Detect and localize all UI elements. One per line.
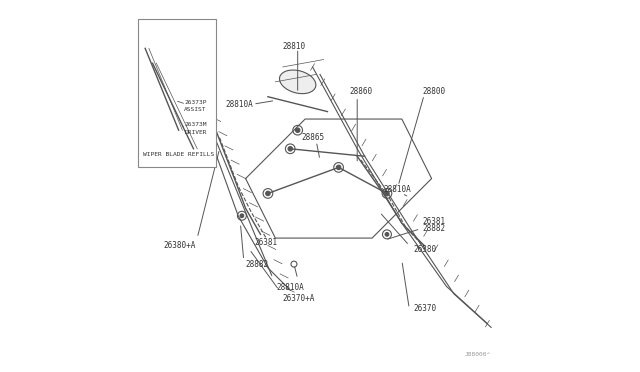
- Ellipse shape: [280, 70, 316, 94]
- Text: 28810: 28810: [283, 42, 306, 51]
- Text: 28865: 28865: [301, 133, 324, 142]
- Text: 28882: 28882: [246, 260, 269, 269]
- Circle shape: [240, 214, 244, 218]
- Text: 26380+A: 26380+A: [164, 241, 196, 250]
- Text: 26381: 26381: [255, 238, 278, 247]
- Text: 26373M: 26373M: [184, 122, 207, 127]
- Text: 28882: 28882: [422, 224, 445, 233]
- Bar: [138, 19, 216, 167]
- Text: 28860: 28860: [349, 87, 373, 96]
- Circle shape: [288, 147, 292, 151]
- Circle shape: [337, 165, 341, 170]
- Text: 26370: 26370: [413, 304, 436, 313]
- Text: 28810A: 28810A: [225, 100, 253, 109]
- Text: 28800: 28800: [422, 87, 445, 96]
- Text: 26373P: 26373P: [184, 100, 207, 105]
- Circle shape: [385, 232, 389, 236]
- Circle shape: [296, 128, 300, 132]
- Text: 26380: 26380: [413, 245, 436, 254]
- Text: 28810A: 28810A: [276, 283, 304, 292]
- Text: 26381: 26381: [422, 217, 445, 226]
- Circle shape: [385, 191, 389, 196]
- Text: 26370+A: 26370+A: [283, 294, 315, 303]
- Text: WIPER BLADE REFILLS: WIPER BLADE REFILLS: [143, 152, 214, 157]
- Text: 28810A: 28810A: [383, 185, 411, 194]
- Circle shape: [266, 191, 270, 196]
- Text: J88000^: J88000^: [465, 352, 491, 357]
- Text: ASSIST: ASSIST: [184, 107, 207, 112]
- Text: DRIVER: DRIVER: [184, 129, 207, 135]
